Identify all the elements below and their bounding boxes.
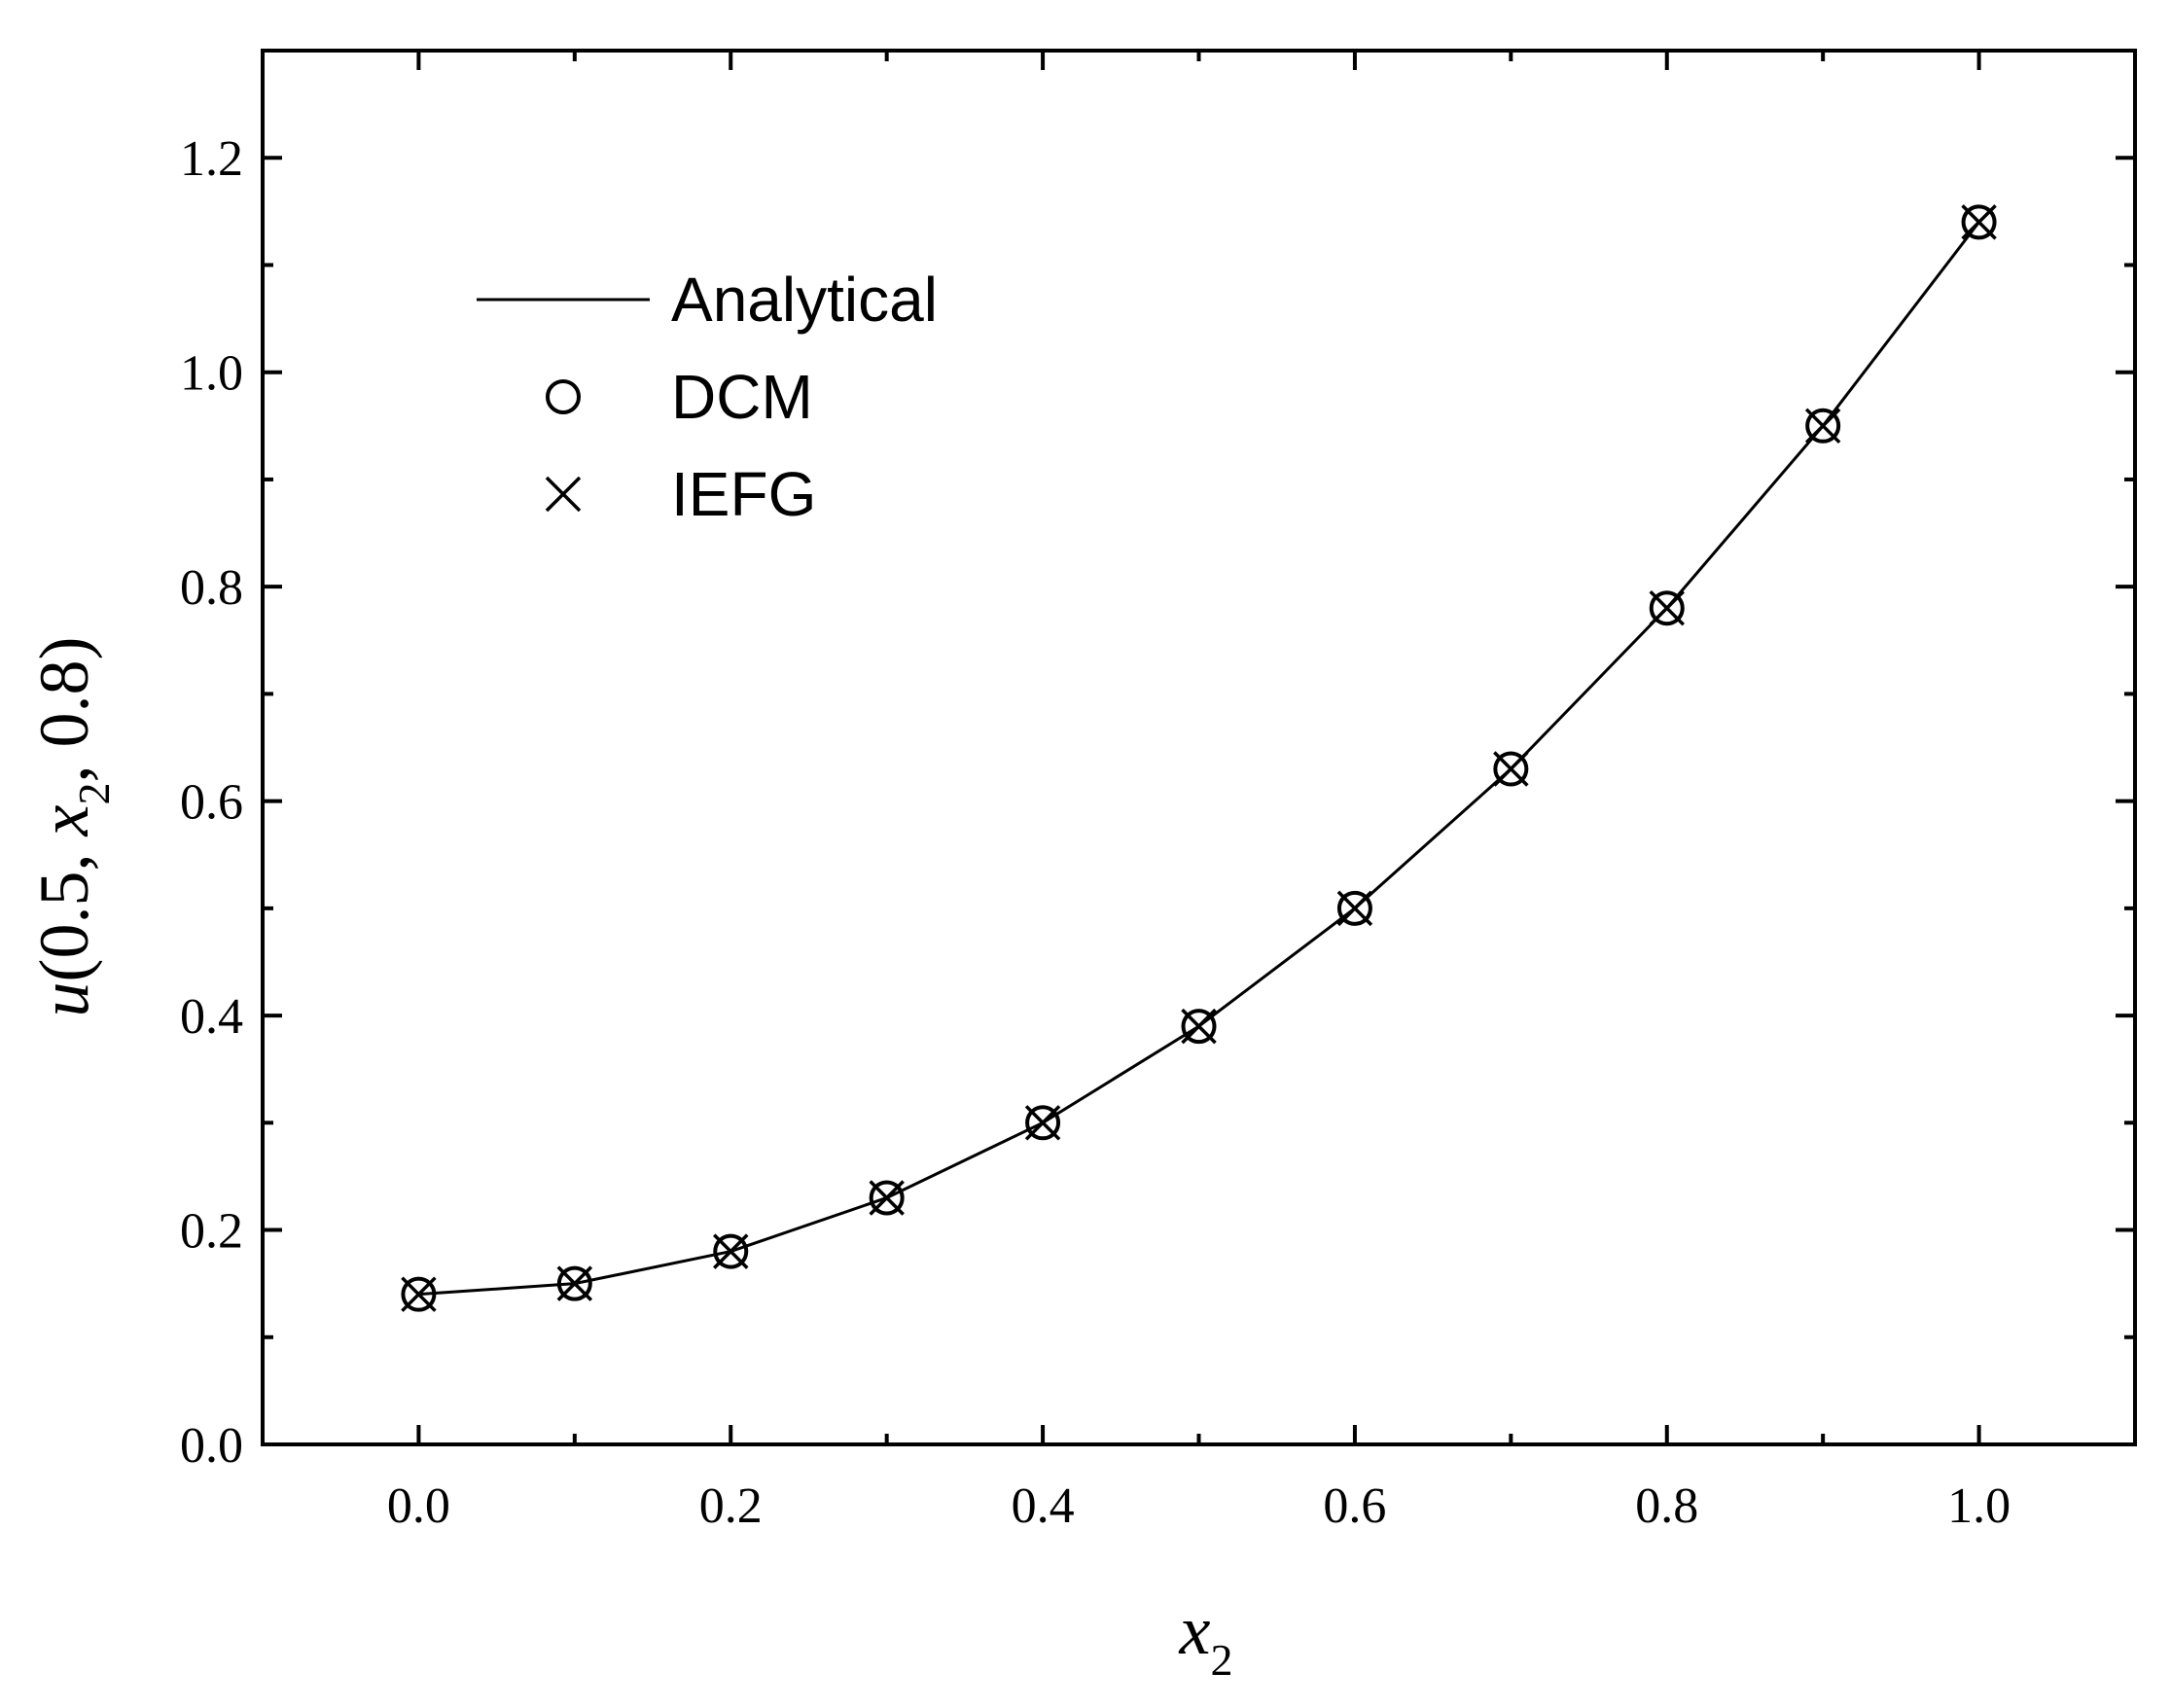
- series-dcm: [401, 204, 1997, 1312]
- data-point-circle: [556, 1265, 592, 1301]
- y-axis-title: u(0.5, x2, 0.8): [25, 637, 119, 1017]
- data-point-cross: [401, 1276, 437, 1312]
- data-point-circle: [1025, 1105, 1061, 1141]
- y-tick-label: 0.4: [180, 989, 243, 1045]
- cross-stroke: [1804, 408, 1841, 445]
- y-tick-label: 0.6: [180, 775, 243, 831]
- series-iefg: [401, 204, 1997, 1312]
- y-axis-title-var: x: [25, 804, 103, 836]
- legend-cross-swatch: [545, 476, 582, 513]
- legend-item-iefg: IEFG: [545, 459, 816, 529]
- cross-stroke: [1649, 589, 1685, 626]
- x-tick-label: 0.6: [1323, 1478, 1386, 1534]
- legend-label: IEFG: [671, 459, 816, 529]
- data-point-cross: [556, 1265, 593, 1301]
- cross-stroke: [1493, 751, 1529, 787]
- cross-stroke: [1181, 1008, 1217, 1045]
- data-point-circle: [1493, 751, 1529, 787]
- legend-circle-swatch: [546, 379, 581, 414]
- x-tick-label: 0.0: [387, 1478, 450, 1534]
- data-point-cross: [1024, 1105, 1061, 1141]
- x-axis-title: x2: [1179, 1591, 1233, 1685]
- cross-stroke: [545, 476, 582, 513]
- x-tick-label: 0.2: [699, 1478, 763, 1534]
- data-point-circle: [1181, 1009, 1217, 1045]
- series-line: [418, 221, 1980, 1297]
- plot-frame: [261, 49, 2137, 1446]
- data-point-cross: [1336, 890, 1373, 927]
- data-point-cross: [1181, 1008, 1217, 1045]
- data-point-circle: [401, 1276, 437, 1312]
- data-point-cross: [1961, 204, 1997, 240]
- y-axis-title-func: u: [25, 981, 103, 1016]
- x-tick-labels: 0.0 0.2 0.4 0.6 0.8 1.0: [387, 1478, 2011, 1534]
- y-tick-labels: 0.0 0.2 0.4 0.6 0.8 1.0 1.2: [180, 131, 243, 1474]
- data-point-circle: [1961, 204, 1997, 240]
- x-axis-title-subscript: 2: [1210, 1635, 1232, 1685]
- data-point-cross: [1804, 408, 1841, 445]
- legend-item-analytical: Analytical: [477, 265, 938, 335]
- cross-stroke: [556, 1265, 593, 1301]
- data-point-cross: [1493, 751, 1529, 787]
- cross-stroke: [1336, 890, 1373, 927]
- y-axis-title-close: , 0.8): [25, 637, 103, 783]
- data-point-circle: [1805, 408, 1841, 444]
- legend-label: DCM: [671, 362, 813, 432]
- data-point-circle: [1649, 590, 1685, 626]
- legend-item-dcm: DCM: [546, 362, 813, 432]
- data-point-cross: [1649, 589, 1685, 626]
- legend: Analytical DCM IEFG: [477, 265, 938, 529]
- plot-border: [261, 49, 2137, 1446]
- x-tick-label: 1.0: [1947, 1478, 2011, 1534]
- y-tick-label: 0.0: [180, 1418, 243, 1474]
- series: [401, 204, 1997, 1312]
- y-tick-label: 1.2: [180, 131, 243, 187]
- cross-stroke: [869, 1180, 905, 1216]
- x-tick-label: 0.4: [1012, 1478, 1075, 1534]
- y-axis-title-subscript: 2: [69, 783, 119, 805]
- y-tick-label: 0.2: [180, 1204, 243, 1260]
- cross-stroke: [713, 1233, 749, 1269]
- x-tick-label: 0.8: [1635, 1478, 1698, 1534]
- x-axis-title-base: x: [1179, 1591, 1211, 1669]
- cross-stroke: [1024, 1105, 1061, 1141]
- series-analytical: [418, 221, 1980, 1297]
- data-point-circle: [713, 1233, 749, 1269]
- data-point-circle: [869, 1180, 905, 1216]
- data-point-cross: [869, 1180, 905, 1216]
- cross-stroke: [1961, 204, 1997, 240]
- y-axis-title-open: (0.5,: [25, 836, 103, 981]
- y-tick-label: 0.8: [180, 560, 243, 616]
- data-point-cross: [713, 1233, 749, 1269]
- legend-label: Analytical: [671, 265, 938, 335]
- axis-ticks: [261, 49, 2137, 1446]
- cross-stroke: [401, 1276, 437, 1312]
- y-tick-label: 1.0: [180, 346, 243, 402]
- data-point-circle: [1336, 890, 1372, 926]
